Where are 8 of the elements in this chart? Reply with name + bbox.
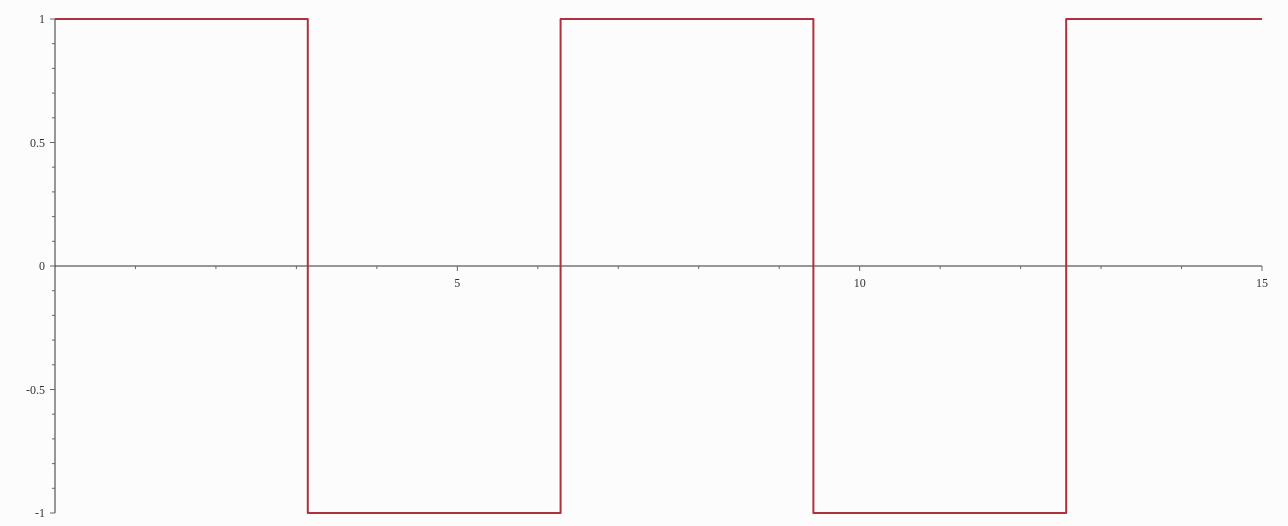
y-tick-label: 0 xyxy=(39,259,45,273)
y-tick-label: -1 xyxy=(35,506,45,520)
x-tick-label: 15 xyxy=(1256,276,1268,290)
x-tick-label: 10 xyxy=(853,276,866,290)
x-tick-label: 5 xyxy=(454,276,461,290)
y-tick-label: 1 xyxy=(39,12,45,26)
y-tick-label: -0.5 xyxy=(26,382,45,397)
y-tick-label: 0.5 xyxy=(30,135,45,150)
